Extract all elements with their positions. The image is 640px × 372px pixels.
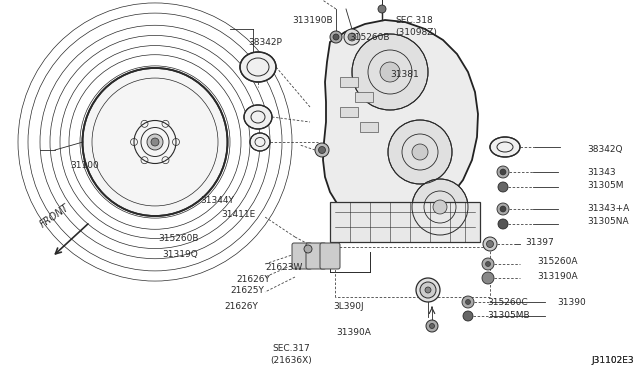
Text: 21623W: 21623W	[266, 263, 303, 272]
FancyBboxPatch shape	[360, 122, 378, 132]
Circle shape	[425, 287, 431, 293]
Polygon shape	[330, 202, 480, 242]
Ellipse shape	[490, 137, 520, 157]
Text: 31319Q: 31319Q	[163, 250, 198, 259]
Circle shape	[380, 62, 400, 82]
Circle shape	[497, 166, 509, 178]
Text: SEC.317: SEC.317	[273, 344, 310, 353]
Circle shape	[378, 5, 386, 13]
Text: 315260C: 315260C	[488, 298, 528, 307]
Circle shape	[412, 179, 468, 235]
Text: 31343+A: 31343+A	[588, 204, 630, 213]
Ellipse shape	[151, 138, 159, 146]
Text: 315260B: 315260B	[349, 33, 390, 42]
Circle shape	[500, 206, 506, 212]
Ellipse shape	[83, 68, 227, 216]
Ellipse shape	[244, 105, 272, 129]
Circle shape	[433, 200, 447, 214]
Circle shape	[463, 311, 473, 321]
Circle shape	[498, 219, 508, 229]
FancyBboxPatch shape	[340, 77, 358, 87]
Text: 313190B: 313190B	[292, 16, 333, 25]
Text: 21626Y: 21626Y	[237, 275, 271, 284]
Circle shape	[465, 299, 470, 305]
Ellipse shape	[240, 52, 276, 82]
Circle shape	[416, 278, 440, 302]
Text: 31381: 31381	[390, 70, 419, 79]
Text: 31100: 31100	[70, 161, 99, 170]
Text: 31390A: 31390A	[337, 328, 371, 337]
Circle shape	[352, 34, 428, 110]
Polygon shape	[323, 20, 478, 225]
Text: 315260A: 315260A	[538, 257, 578, 266]
FancyBboxPatch shape	[306, 243, 326, 269]
Text: 21626Y: 21626Y	[224, 302, 258, 311]
Text: 38342P: 38342P	[249, 38, 282, 47]
Text: (31098Z): (31098Z)	[395, 28, 436, 37]
Text: J31102E3: J31102E3	[591, 356, 634, 365]
Circle shape	[388, 120, 452, 184]
Circle shape	[315, 143, 329, 157]
Circle shape	[319, 147, 326, 154]
FancyBboxPatch shape	[340, 107, 358, 117]
Circle shape	[497, 203, 509, 215]
Text: 313190A: 313190A	[538, 272, 578, 280]
Circle shape	[482, 258, 494, 270]
Text: 31305MB: 31305MB	[488, 311, 531, 320]
Text: (21636X): (21636X)	[270, 356, 312, 365]
Circle shape	[482, 272, 494, 284]
Text: 31390: 31390	[557, 298, 586, 307]
Text: 315260B: 315260B	[158, 234, 198, 243]
Text: 31343: 31343	[588, 169, 616, 177]
Circle shape	[330, 31, 342, 43]
Circle shape	[429, 324, 435, 328]
Text: 31305M: 31305M	[588, 182, 624, 190]
FancyBboxPatch shape	[355, 92, 373, 102]
Circle shape	[348, 33, 356, 41]
FancyBboxPatch shape	[320, 243, 340, 269]
Circle shape	[486, 262, 490, 266]
Circle shape	[426, 320, 438, 332]
Text: J31102E3: J31102E3	[591, 356, 634, 365]
Circle shape	[498, 182, 508, 192]
Circle shape	[462, 296, 474, 308]
Circle shape	[344, 29, 360, 45]
Circle shape	[412, 144, 428, 160]
Text: 21625Y: 21625Y	[230, 286, 264, 295]
Text: 31344Y: 31344Y	[201, 196, 234, 205]
FancyBboxPatch shape	[292, 243, 312, 269]
Text: 3L390J: 3L390J	[333, 302, 364, 311]
Text: SEC.318: SEC.318	[395, 16, 433, 25]
Text: 31397: 31397	[525, 238, 554, 247]
Ellipse shape	[147, 134, 163, 150]
Circle shape	[420, 282, 436, 298]
Circle shape	[500, 169, 506, 175]
Text: 31411E: 31411E	[221, 210, 256, 219]
Circle shape	[486, 241, 493, 247]
Circle shape	[483, 237, 497, 251]
Text: FRONT: FRONT	[38, 202, 72, 230]
Ellipse shape	[250, 133, 270, 151]
Text: 38342Q: 38342Q	[588, 145, 623, 154]
Circle shape	[333, 34, 339, 40]
Text: 31305NA: 31305NA	[588, 217, 629, 226]
Circle shape	[304, 245, 312, 253]
